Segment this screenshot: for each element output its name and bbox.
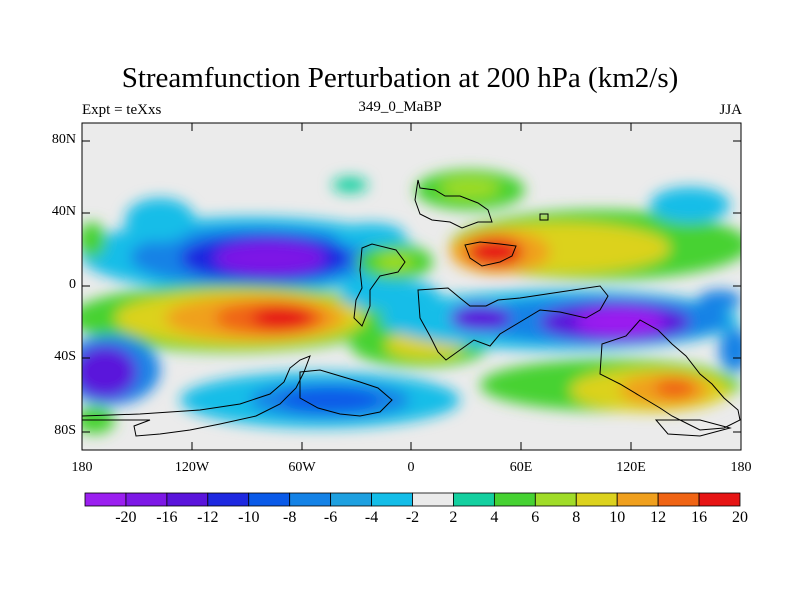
ytick-label-40s: 40S <box>54 349 76 364</box>
run-label: 349_0_MaBP <box>358 99 442 115</box>
xtick-label-120e: 120E <box>616 460 646 475</box>
colorbar-box-12 <box>575 492 618 507</box>
coast-arabia <box>464 241 517 267</box>
contour-pos-west-edge <box>82 222 106 258</box>
colorbar-box-8 <box>412 492 454 507</box>
colorbar-box-6 <box>330 492 372 507</box>
map-title: Streamfunction Perturbation at 200 hPa (… <box>121 62 679 94</box>
colorbar-box-0 <box>84 492 127 507</box>
xtick-label-120w: 120W <box>174 460 210 475</box>
colorbar-box-10 <box>493 492 536 507</box>
colorbar-label: -2 <box>405 509 420 526</box>
coast-small-island <box>539 213 549 221</box>
colorbar-label: -16 <box>156 509 178 526</box>
contour-pos-southindian-core <box>655 378 695 398</box>
colorbar-label: 8 <box>572 509 581 526</box>
colorbar-box-3 <box>207 492 250 507</box>
coastlines <box>82 179 741 437</box>
xtick-label-60w: 60W <box>288 460 316 475</box>
contour-neg-indian-core <box>575 308 665 336</box>
contour-pos-eurasia-north-core <box>440 178 500 198</box>
colorbar-label: 6 <box>531 509 540 526</box>
contour-neg-north-west <box>125 198 195 242</box>
coast-eurasia <box>414 179 493 229</box>
contour-neg-ne <box>650 187 730 223</box>
colorbar-box-14 <box>657 492 700 507</box>
contour-pos-africa-north-core <box>377 253 413 271</box>
xtick-label-180w: 180 <box>71 460 93 475</box>
coast-south-pacific-island <box>299 369 393 417</box>
colorbar-box-13 <box>616 492 659 507</box>
coast-africa-indian <box>417 285 609 361</box>
ytick-label-80s: 80S <box>54 423 76 438</box>
ytick-label-80n: 80N <box>51 132 76 147</box>
colorbar-label: 10 <box>609 509 626 526</box>
colorbar-box-4 <box>248 492 291 507</box>
contour-neg-europe <box>335 223 405 247</box>
contour-neg-southpac-core <box>280 388 380 412</box>
colorbar-box-5 <box>289 492 332 507</box>
colorbar-label: -8 <box>283 509 297 526</box>
contour-neg-sw-core <box>82 346 137 398</box>
xtick-label-0: 0 <box>407 460 415 475</box>
colorbar-label: -20 <box>115 509 137 526</box>
x-tick-marks <box>191 123 632 450</box>
colorbar-label: 20 <box>732 509 748 526</box>
colorbar-label: -6 <box>323 509 338 526</box>
colorbar-box-2 <box>166 492 209 507</box>
colorbar-label: 12 <box>650 509 667 526</box>
colorbar-label: 2 <box>449 509 458 526</box>
colorbar-box-11 <box>534 492 577 507</box>
ytick-label-40n: 40N <box>51 204 76 219</box>
contour-neg-indian-west <box>450 304 510 332</box>
contour-pos-south-max <box>252 306 312 330</box>
coast-south-america <box>353 243 406 327</box>
colorbar <box>84 492 741 507</box>
colorbar-box-1 <box>125 492 168 507</box>
coast-antarctica-east <box>654 419 732 437</box>
ytick-label-0: 0 <box>69 277 76 292</box>
colorbar-box-9 <box>453 492 495 507</box>
coast-antarctica <box>82 355 311 437</box>
colorbar-box-7 <box>371 492 413 507</box>
colorbar-box-15 <box>698 492 741 507</box>
contour-field <box>82 123 741 450</box>
xtick-label-180e: 180 <box>730 460 752 475</box>
colorbar-label: -10 <box>238 509 260 526</box>
season-label: JJA <box>719 102 742 118</box>
y-tick-marks <box>82 140 741 433</box>
colorbar-label: 4 <box>490 509 499 526</box>
xtick-label-60e: 60E <box>509 460 533 475</box>
contour-neg-east-mid <box>698 290 741 310</box>
colorbar-label: -12 <box>197 509 219 526</box>
experiment-label: Expt = teXxs <box>82 102 162 118</box>
contour-neg-east-edge <box>719 328 741 372</box>
colorbar-label: 16 <box>691 509 708 526</box>
contour-neg-north-core <box>215 241 325 275</box>
contour-pos-small-north <box>332 177 368 193</box>
coast-australia <box>599 319 741 431</box>
colorbar-label: -4 <box>364 509 379 526</box>
